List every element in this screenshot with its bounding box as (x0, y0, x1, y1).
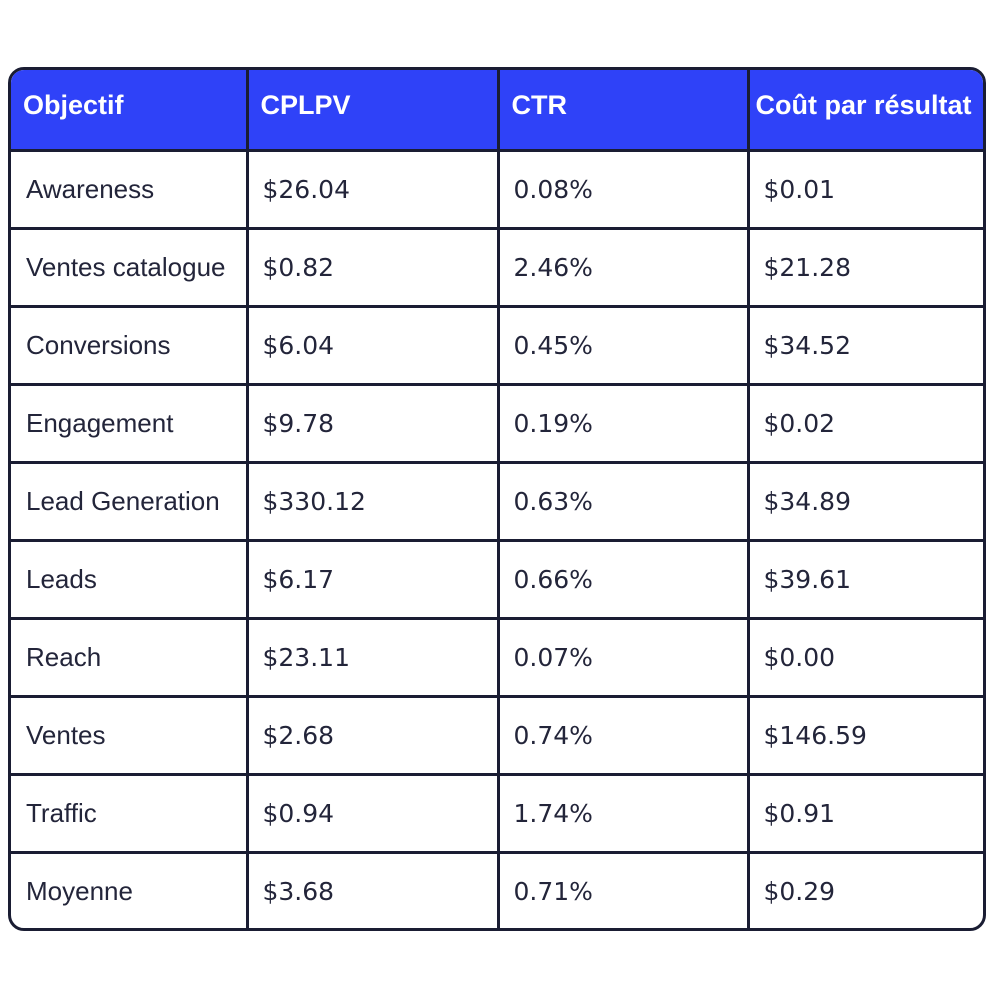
table-row: Engagement $9.78 0.19% $0.02 (11, 382, 983, 464)
cell-objectif: Ventes (11, 694, 249, 776)
cell-cplpv: $2.68 (245, 694, 500, 776)
cell-cplpv: $3.68 (245, 850, 500, 928)
cell-objectif: Lead Generation (11, 460, 249, 542)
cell-objectif: Awareness (11, 148, 249, 230)
table-row: Conversions $6.04 0.45% $34.52 (11, 304, 983, 386)
cell-cout-par-resultat: $0.00 (746, 616, 983, 698)
table-header-row: Objectif CPLPV CTR Coût par résultat (11, 70, 983, 152)
table-row: Ventes catalogue $0.82 2.46% $21.28 (11, 226, 983, 308)
table-row: Moyenne $3.68 0.71% $0.29 (11, 850, 983, 928)
cell-objectif: Traffic (11, 772, 249, 854)
header-objectif: Objectif (11, 70, 249, 152)
header-ctr: CTR (496, 70, 750, 152)
cell-cout-par-resultat: $0.29 (746, 850, 983, 928)
cell-objectif: Leads (11, 538, 249, 620)
cell-ctr: 0.63% (496, 460, 750, 542)
table-row: Reach $23.11 0.07% $0.00 (11, 616, 983, 698)
cell-cplpv: $9.78 (245, 382, 500, 464)
cell-ctr: 0.71% (496, 850, 750, 928)
cell-ctr: 0.08% (496, 148, 750, 230)
cell-cout-par-resultat: $0.91 (746, 772, 983, 854)
cell-objectif: Reach (11, 616, 249, 698)
cell-cplpv: $26.04 (245, 148, 500, 230)
table-row: Awareness $26.04 0.08% $0.01 (11, 148, 983, 230)
metrics-table: Objectif CPLPV CTR Coût par résultat Awa… (11, 70, 983, 928)
table-row: Leads $6.17 0.66% $39.61 (11, 538, 983, 620)
cell-ctr: 0.66% (496, 538, 750, 620)
cell-cout-par-resultat: $34.52 (746, 304, 983, 386)
cell-objectif: Engagement (11, 382, 249, 464)
cell-ctr: 0.74% (496, 694, 750, 776)
cell-objectif: Moyenne (11, 850, 249, 928)
cell-cout-par-resultat: $0.02 (746, 382, 983, 464)
table-row: Lead Generation $330.12 0.63% $34.89 (11, 460, 983, 542)
cell-cplpv: $6.17 (245, 538, 500, 620)
table-row: Traffic $0.94 1.74% $0.91 (11, 772, 983, 854)
header-cplpv: CPLPV (245, 70, 500, 152)
table-row: Ventes $2.68 0.74% $146.59 (11, 694, 983, 776)
cell-cout-par-resultat: $39.61 (746, 538, 983, 620)
cell-cplpv: $23.11 (245, 616, 500, 698)
data-table-container: Objectif CPLPV CTR Coût par résultat Awa… (8, 67, 986, 931)
cell-cout-par-resultat: $146.59 (746, 694, 983, 776)
cell-cplpv: $330.12 (245, 460, 500, 542)
cell-cout-par-resultat: $21.28 (746, 226, 983, 308)
header-cout-par-resultat: Coût par résultat (746, 70, 983, 152)
cell-ctr: 2.46% (496, 226, 750, 308)
cell-cplpv: $6.04 (245, 304, 500, 386)
cell-cplpv: $0.94 (245, 772, 500, 854)
cell-objectif: Conversions (11, 304, 249, 386)
cell-ctr: 1.74% (496, 772, 750, 854)
cell-ctr: 0.19% (496, 382, 750, 464)
cell-ctr: 0.45% (496, 304, 750, 386)
cell-cplpv: $0.82 (245, 226, 500, 308)
cell-ctr: 0.07% (496, 616, 750, 698)
cell-cout-par-resultat: $34.89 (746, 460, 983, 542)
cell-objectif: Ventes catalogue (11, 226, 249, 308)
cell-cout-par-resultat: $0.01 (746, 148, 983, 230)
